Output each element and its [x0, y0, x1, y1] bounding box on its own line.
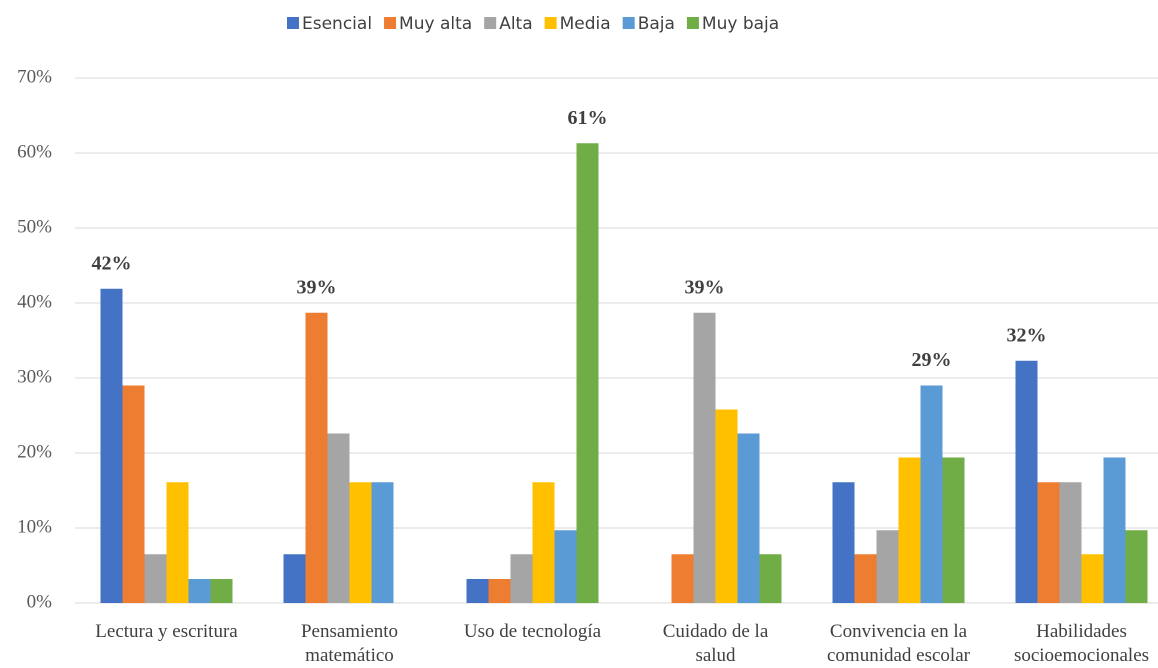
- y-tick-label: 40%: [17, 291, 52, 312]
- bar: [1103, 457, 1126, 603]
- value-label: 39%: [685, 276, 725, 298]
- y-tick-label: 10%: [17, 516, 52, 537]
- x-tick-label: Cuidado de la salud: [662, 621, 769, 666]
- bar: [898, 457, 921, 603]
- bar: [532, 482, 555, 603]
- y-tick-label: 70%: [17, 66, 52, 87]
- bar: [466, 579, 489, 603]
- legend-swatch: [544, 17, 557, 29]
- y-tick-label: 60%: [17, 141, 52, 162]
- bar: [305, 312, 328, 603]
- legend-label: Esencial: [302, 14, 372, 34]
- value-label: 61%: [568, 107, 608, 129]
- x-tick-label: Uso de tecnología: [463, 621, 602, 642]
- legend-label: Muy baja: [702, 14, 779, 34]
- bar: [488, 579, 511, 603]
- bar: [554, 530, 577, 603]
- bar: [1125, 530, 1148, 603]
- bar: [166, 482, 189, 603]
- bar: [671, 554, 694, 603]
- y-tick-label: 50%: [17, 216, 52, 237]
- bar: [1059, 482, 1082, 603]
- legend-swatch: [287, 17, 299, 29]
- y-tick-label: 0%: [27, 591, 53, 612]
- bar: [832, 482, 855, 603]
- bar: [1037, 482, 1060, 603]
- x-tick-label: Convivencia en la comunidad escolar: [827, 621, 970, 666]
- bar: [920, 385, 943, 603]
- legend-label: Baja: [638, 14, 675, 34]
- legend-label: Media: [560, 14, 611, 34]
- bar: [854, 554, 877, 603]
- legend-swatch: [484, 17, 497, 29]
- bar: [210, 579, 233, 603]
- y-tick-label: 20%: [17, 441, 52, 462]
- x-tick-label: Habilidades socioemocionales: [1013, 621, 1150, 666]
- bar: [100, 288, 123, 603]
- bar: [693, 312, 716, 603]
- bar: [144, 554, 167, 603]
- legend-swatch: [622, 17, 635, 29]
- y-tick-label: 30%: [17, 366, 52, 387]
- bar: [327, 433, 350, 603]
- bar: [371, 482, 394, 603]
- bar: [188, 579, 211, 603]
- bar: [715, 409, 738, 603]
- bar: [283, 554, 306, 603]
- bar: [1015, 360, 1038, 603]
- legend-label: Alta: [499, 14, 532, 34]
- legend-swatch: [384, 17, 397, 29]
- bar: [576, 143, 599, 603]
- bar: [122, 385, 145, 603]
- bar: [942, 457, 965, 603]
- bar: [1081, 554, 1104, 603]
- x-tick-label: Pensamiento matemático: [300, 621, 399, 666]
- bar: [876, 530, 899, 603]
- bar: [759, 554, 782, 603]
- bar: [349, 482, 372, 603]
- value-label: 42%: [92, 252, 132, 274]
- x-tick-label: Lectura y escritura: [95, 621, 238, 642]
- legend-label: Muy alta: [399, 14, 472, 34]
- value-label: 32%: [1007, 324, 1047, 346]
- legend-swatch: [686, 17, 699, 29]
- bar: [737, 433, 760, 603]
- bar: [510, 554, 533, 603]
- value-label: 29%: [912, 349, 952, 371]
- value-label: 39%: [297, 276, 337, 298]
